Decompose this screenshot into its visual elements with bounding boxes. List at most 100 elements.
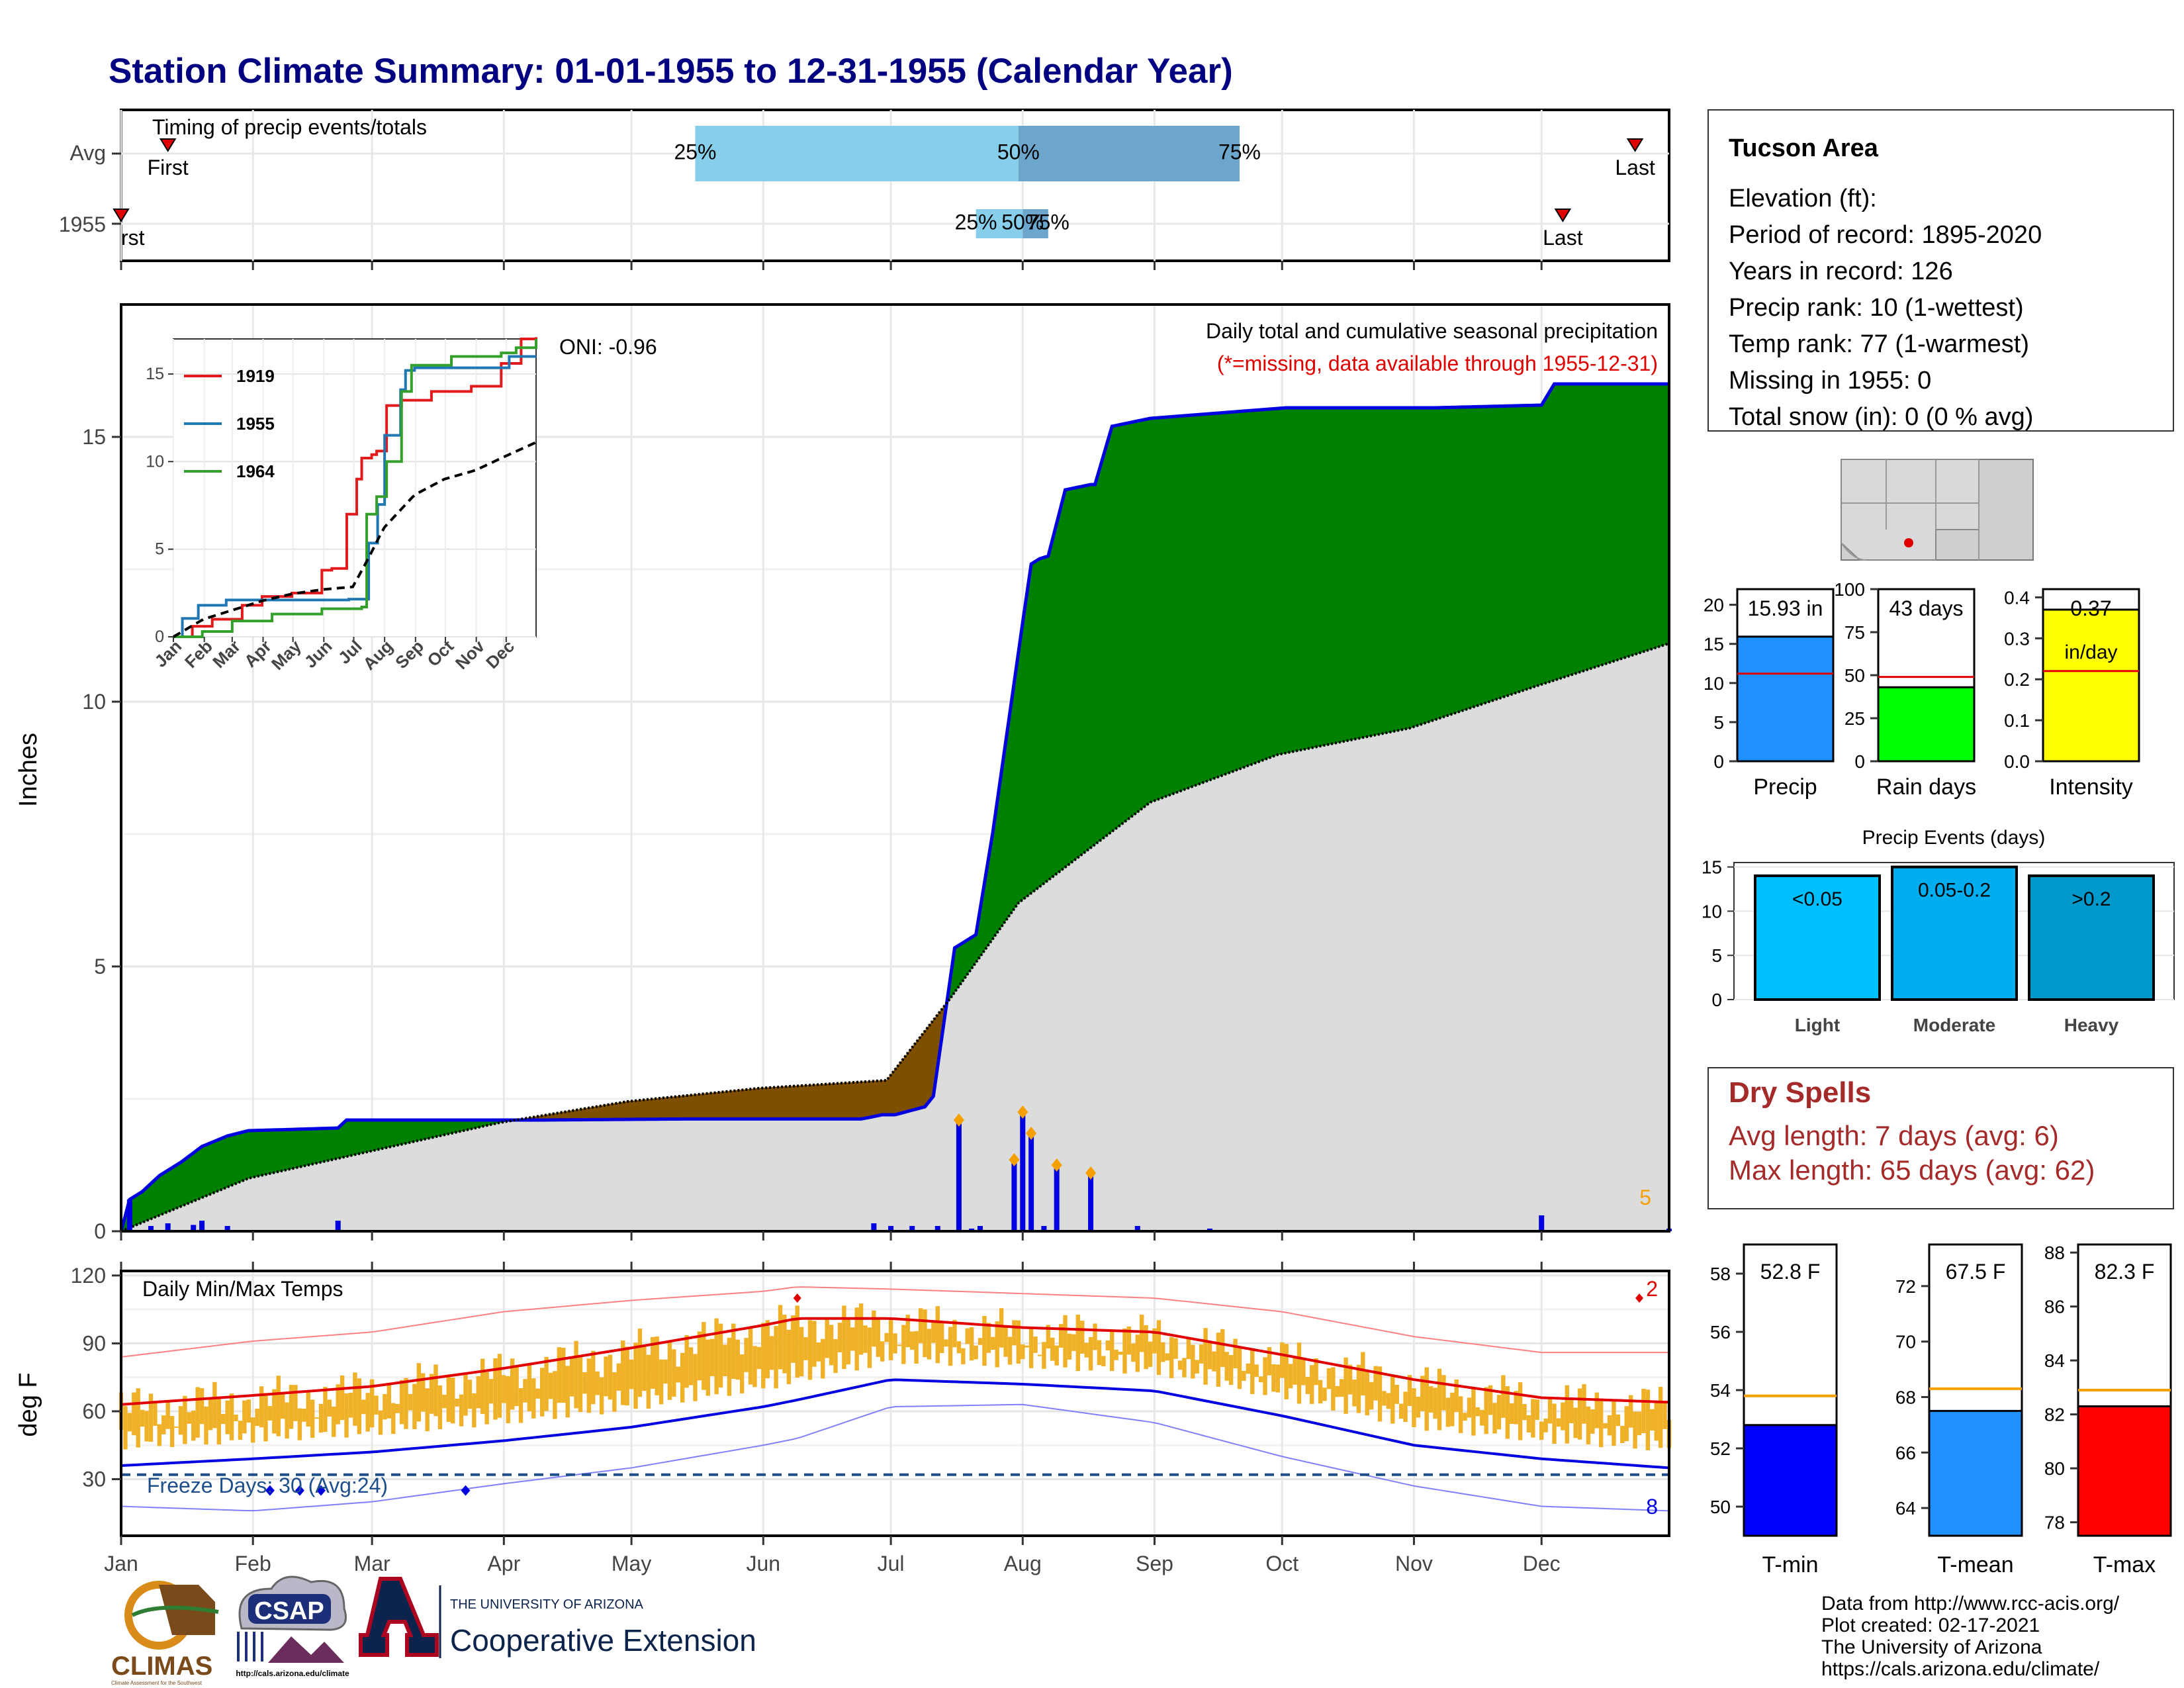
- station-line: Elevation (ft):: [1729, 185, 1877, 212]
- bar-label: T-min: [1762, 1552, 1819, 1577]
- daily-temp-bar: [387, 1385, 392, 1419]
- above-avg-fill: [1077, 486, 1083, 859]
- above-avg-fill: [435, 1119, 441, 1137]
- daily-temp-bar: [1139, 1314, 1144, 1352]
- daily-temp-bar: [1561, 1402, 1565, 1430]
- daily-temp-bar: [676, 1366, 680, 1383]
- daily-temp-bar: [212, 1382, 217, 1429]
- above-avg-fill: [1235, 410, 1240, 771]
- above-avg-fill: [1154, 417, 1160, 802]
- above-avg-fill: [257, 1129, 262, 1177]
- y-tick-label: 52: [1710, 1438, 1731, 1459]
- daily-temp-bar: [888, 1318, 893, 1360]
- daily-temp-bar: [1007, 1336, 1013, 1365]
- daily-temp-bar: [705, 1339, 710, 1396]
- daily-temp-bar: [655, 1336, 659, 1395]
- above-avg-fill: [1447, 406, 1453, 716]
- temp-summary-tmin: 50 52 54 56 58 52.8 F T-min: [1710, 1243, 1838, 1577]
- daily-temp-bar: [531, 1378, 536, 1419]
- daily-temp-bar: [714, 1318, 719, 1395]
- daily-temp-bar: [952, 1319, 957, 1348]
- below-avg-fill: [750, 1088, 755, 1119]
- above-avg-fill: [1137, 420, 1142, 813]
- above-avg-fill: [1307, 407, 1312, 749]
- month-label: Dec: [1523, 1552, 1561, 1575]
- above-avg-fill: [1443, 407, 1449, 718]
- daily-precip-bar: [1020, 1112, 1026, 1231]
- above-avg-fill: [222, 1135, 228, 1190]
- daily-temp-bar: [433, 1364, 438, 1417]
- below-avg-fill: [682, 1095, 688, 1119]
- daily-temp-bar: [1398, 1403, 1404, 1419]
- daily-temp-bar: [1412, 1388, 1416, 1427]
- y-tick-label: 70: [1895, 1332, 1916, 1352]
- below-avg-fill: [835, 1082, 841, 1119]
- above-avg-fill: [1456, 406, 1461, 714]
- above-avg-fill: [1226, 411, 1232, 774]
- above-avg-fill: [1537, 404, 1542, 686]
- above-avg-fill: [159, 1172, 164, 1216]
- value-label: 52.8 F: [1760, 1260, 1821, 1284]
- y-tick-label: 82: [2044, 1405, 2065, 1425]
- above-avg-fill: [1298, 407, 1304, 751]
- legend-label: 1919: [236, 366, 275, 386]
- precip-events-chart: Precip Events (days) 0 5 10 15 <0.05 Light 0.0…: [1702, 827, 2175, 1035]
- daily-temp-bar: [1531, 1399, 1535, 1438]
- above-avg-fill: [1554, 383, 1559, 681]
- above-avg-fill: [380, 1119, 385, 1150]
- above-avg-fill: [1579, 383, 1584, 673]
- above-avg-fill: [1324, 407, 1330, 746]
- above-avg-fill: [269, 1129, 275, 1174]
- daily-temp-bar: [867, 1327, 872, 1368]
- below-avg-fill: [776, 1086, 781, 1119]
- above-avg-fill: [1251, 409, 1257, 765]
- station-line: Period of record: 1895-2020: [1729, 221, 2042, 249]
- daily-temp-bar: [858, 1303, 864, 1355]
- daily-temp-bar: [1590, 1409, 1595, 1434]
- daily-temp-bar: [604, 1356, 608, 1397]
- daily-temp-bar: [825, 1318, 829, 1358]
- daily-temp-bar: [816, 1342, 821, 1362]
- bar-value: [1877, 686, 1976, 763]
- daily-temp-bar: [748, 1328, 753, 1385]
- daily-temp-bar: [336, 1384, 340, 1425]
- precip-ylabel: Inches: [15, 733, 42, 807]
- daily-precip-bar: [1041, 1226, 1047, 1231]
- legend-label: 1955: [236, 414, 275, 434]
- daily-temp-bar: [1633, 1411, 1637, 1449]
- daily-temp-bar: [1212, 1351, 1216, 1372]
- below-avg-fill: [669, 1096, 674, 1120]
- daily-temp-bar: [442, 1394, 447, 1409]
- daily-temp-bar: [1352, 1380, 1357, 1407]
- above-avg-fill: [1043, 555, 1049, 884]
- above-avg-fill: [210, 1141, 215, 1195]
- above-avg-fill: [1621, 383, 1627, 659]
- freeze-marker: [295, 1485, 304, 1496]
- daily-temp-bar: [1122, 1328, 1127, 1374]
- daily-temp-bar: [216, 1397, 221, 1445]
- daily-temp-bar: [574, 1340, 578, 1409]
- daily-temp-bar: [1373, 1366, 1378, 1401]
- daily-temp-bar: [314, 1417, 319, 1419]
- daily-temp-bar: [702, 1322, 706, 1390]
- daily-temp-bar: [1514, 1391, 1518, 1425]
- daily-temp-bar: [1615, 1414, 1621, 1427]
- dry-title: Dry Spells: [1729, 1076, 1871, 1109]
- above-avg-fill: [1141, 418, 1147, 810]
- y-tick-label: 5: [94, 955, 106, 978]
- bar-value: [2042, 608, 2140, 763]
- daily-temp-bar: [1310, 1365, 1314, 1404]
- y-tick-label: 68: [1895, 1387, 1916, 1407]
- daily-temp-bar: [735, 1339, 740, 1380]
- inset-line-1964: [173, 339, 537, 638]
- above-avg-fill: [252, 1130, 258, 1178]
- daily-temp-bar: [791, 1315, 796, 1363]
- above-avg-fill: [244, 1130, 250, 1181]
- below-avg-fill: [788, 1086, 794, 1119]
- below-avg-fill: [839, 1082, 844, 1119]
- below-avg-fill: [818, 1084, 823, 1119]
- above-avg-fill: [312, 1128, 318, 1165]
- y-tick-label: 20: [1704, 595, 1724, 616]
- below-avg-fill: [703, 1093, 709, 1119]
- above-avg-fill: [1281, 407, 1287, 755]
